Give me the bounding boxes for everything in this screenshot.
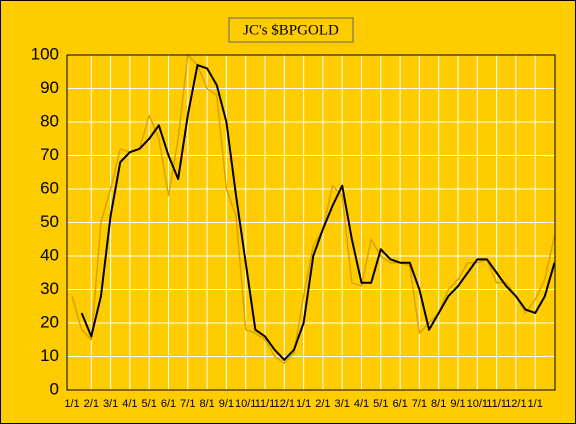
y-tick-label: 70 — [40, 145, 59, 164]
x-tick-label: 10/1 — [467, 398, 488, 410]
y-tick-label: 80 — [40, 111, 59, 130]
x-tick-label: 11/1 — [255, 398, 276, 410]
x-tick-label: 1/1 — [528, 398, 543, 410]
y-tick-label: 10 — [40, 346, 59, 365]
x-tick-label: 3/1 — [103, 398, 118, 410]
x-tick-label: 7/1 — [180, 398, 195, 410]
x-tick-label: 2/1 — [315, 398, 330, 410]
x-tick-label: 10/1 — [235, 398, 256, 410]
x-tick-label: 5/1 — [142, 398, 157, 410]
plot-border — [66, 54, 556, 391]
x-tick-label: 4/1 — [122, 398, 137, 410]
x-tick-label: 6/1 — [161, 398, 176, 410]
x-tick-label: 7/1 — [412, 398, 427, 410]
x-tick-label: 9/1 — [450, 398, 465, 410]
x-tick-label: 2/1 — [84, 398, 99, 410]
x-tick-label: 1/1 — [296, 398, 311, 410]
y-tick-label: 50 — [40, 212, 59, 231]
x-tick-label: 6/1 — [392, 398, 407, 410]
chart-title: JC's $BPGOLD — [243, 22, 339, 38]
series-line — [80, 64, 556, 361]
x-tick-label: 12/1 — [505, 398, 526, 410]
x-tick-label: 1/1 — [64, 398, 79, 410]
x-tick-label: 9/1 — [219, 398, 234, 410]
y-tick-label: 30 — [40, 279, 59, 298]
y-tick-label: 20 — [40, 312, 59, 331]
title-box — [228, 17, 354, 43]
x-tick-label: 8/1 — [431, 398, 446, 410]
y-tick-label: 60 — [40, 178, 59, 197]
y-tick-label: 100 — [31, 44, 59, 63]
x-tick-label: 3/1 — [335, 398, 350, 410]
x-tick-label: 4/1 — [354, 398, 369, 410]
x-tick-label: 11/1 — [486, 398, 507, 410]
y-tick-label: 0 — [50, 379, 59, 398]
x-tick-label: 5/1 — [373, 398, 388, 410]
x-tick-label: 12/1 — [274, 398, 295, 410]
y-tick-label: 40 — [40, 245, 59, 264]
x-tick-label: 8/1 — [199, 398, 214, 410]
y-tick-label: 90 — [40, 78, 59, 97]
